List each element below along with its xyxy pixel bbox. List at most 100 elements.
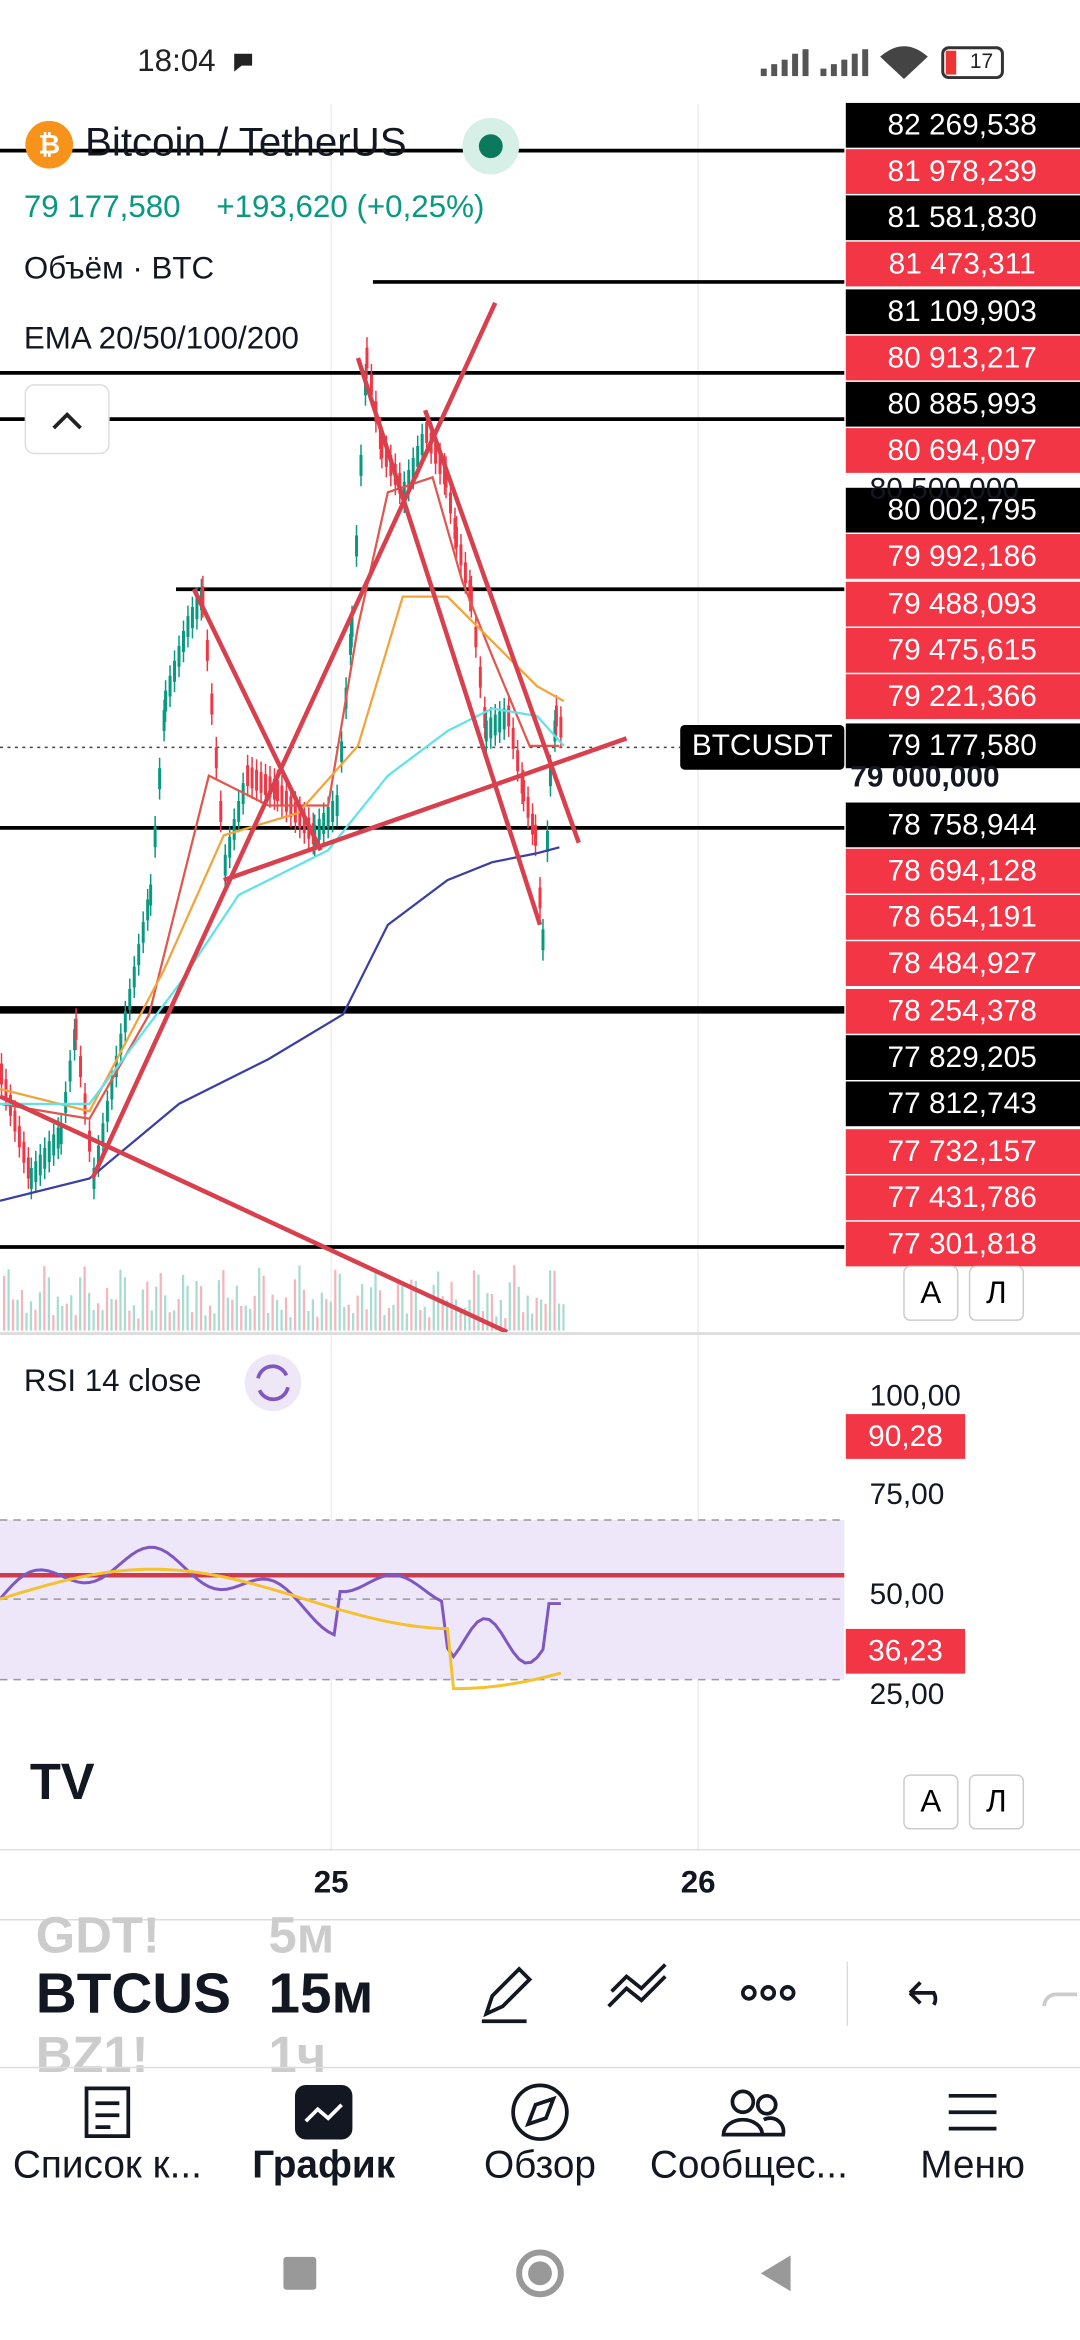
interval-option[interactable]: 1ч <box>269 2026 327 2083</box>
rsi-ma <box>0 1567 562 1691</box>
volume-bar <box>11 1299 15 1331</box>
volume-bar <box>513 1265 516 1331</box>
candle-body <box>268 776 272 798</box>
candle-body <box>173 660 177 682</box>
header-price: 79 177,580 <box>24 189 181 224</box>
price-tag <box>845 335 1080 381</box>
volume-bar <box>70 1295 73 1331</box>
price-tag-text: 79 221,366 <box>888 680 1037 713</box>
volume-bar <box>454 1299 458 1331</box>
rsi-refresh[interactable] <box>244 1354 302 1412</box>
candle-body <box>302 812 306 834</box>
candle-body <box>554 705 558 727</box>
price-tag <box>845 289 1080 335</box>
auto-button[interactable] <box>903 1265 959 1321</box>
volume-bar <box>43 1266 46 1331</box>
volume-bar <box>20 1289 24 1331</box>
trend-line <box>0 1094 509 1335</box>
rsi-layer <box>0 1545 562 1691</box>
candle-body <box>380 437 384 458</box>
candle-body <box>280 785 284 807</box>
ema-label: EMA 20/50/100/200 <box>24 320 299 355</box>
candle-body <box>340 741 344 763</box>
candle-body <box>38 1154 42 1176</box>
price-tag <box>845 895 1080 940</box>
candle-body <box>210 693 214 715</box>
price-tag-text: 77 431,786 <box>888 1181 1037 1214</box>
candle-body <box>219 801 223 822</box>
volume-bar <box>517 1286 520 1331</box>
symbol-option[interactable]: BZ1! <box>36 2026 149 2083</box>
nav-item[interactable]: Меню <box>920 2144 1025 2187</box>
refresh-icon <box>256 1364 290 1402</box>
volume-bar <box>352 1313 355 1331</box>
undo-icon[interactable] <box>908 1981 938 2006</box>
candle-body <box>469 586 473 608</box>
nav-item[interactable]: График <box>252 2144 395 2187</box>
price-tag <box>845 1175 1080 1221</box>
price-tag-text: 79 177,580 <box>888 729 1037 762</box>
nav-item[interactable]: Список к... <box>13 2144 202 2187</box>
log-button[interactable] <box>968 1265 1025 1321</box>
candle-body <box>335 795 339 816</box>
volume-bar <box>222 1269 225 1331</box>
price-tag <box>845 381 1080 427</box>
volume-bar <box>190 1312 194 1331</box>
rsi-tick: 50,00 <box>870 1578 945 1611</box>
price-tag-text: 79 992,186 <box>888 540 1037 573</box>
candle-body <box>255 769 259 791</box>
volume-bar <box>186 1285 189 1331</box>
ema-200 <box>0 846 560 1202</box>
candle-body <box>195 598 199 620</box>
auto-button[interactable] <box>903 1774 959 1830</box>
nav-item[interactable]: Обзор <box>484 2144 596 2187</box>
candle-body <box>553 720 557 742</box>
volume-bar <box>540 1299 543 1331</box>
nav-item[interactable]: Сообщес... <box>650 2144 848 2187</box>
more-icon[interactable] <box>741 1985 757 2001</box>
price-tag <box>845 149 1080 194</box>
candle-body <box>369 374 373 396</box>
volume-bar <box>548 1270 552 1331</box>
volume-bar <box>29 1301 33 1331</box>
volume-bar <box>553 1270 556 1331</box>
volume-bar <box>504 1318 507 1331</box>
volume-bar <box>110 1298 113 1331</box>
price-tag <box>845 1035 1080 1080</box>
candle-body <box>153 826 157 848</box>
ema-100 <box>0 707 565 1105</box>
candle-body <box>411 457 415 479</box>
candle-body <box>349 633 353 655</box>
candle-body <box>186 616 190 637</box>
candle-body <box>407 469 411 491</box>
symbol-option[interactable]: GDT! <box>36 1907 160 1964</box>
volume-bar <box>146 1281 149 1331</box>
candle-body <box>322 812 326 834</box>
symbol-selected[interactable]: BTCUS <box>36 1962 231 2025</box>
tools-icon[interactable] <box>607 1963 667 2008</box>
battery-level <box>945 50 957 75</box>
candle-body <box>463 562 467 584</box>
candle-body <box>359 454 363 476</box>
price-tag <box>845 627 1080 673</box>
candle-body <box>454 526 458 548</box>
draw-icon[interactable] <box>481 1966 533 2024</box>
log-button[interactable] <box>968 1774 1025 1830</box>
interval-selected[interactable]: 15м <box>269 1962 374 2025</box>
btc-icon <box>25 120 74 169</box>
collapse-button[interactable] <box>24 384 110 455</box>
rsi-tick: 75,00 <box>870 1478 945 1511</box>
price-tag <box>845 487 1080 533</box>
volume-bar <box>522 1312 525 1331</box>
home-button[interactable] <box>516 2249 564 2298</box>
candle-body <box>177 645 181 667</box>
interval-option[interactable]: 5м <box>269 1907 335 1964</box>
candle-body <box>26 1157 30 1179</box>
recents-button[interactable] <box>283 2256 317 2290</box>
redo-icon[interactable] <box>1042 1992 1078 2007</box>
back-button[interactable] <box>760 2255 791 2292</box>
candle-body <box>425 422 429 444</box>
volume-bar <box>262 1275 265 1331</box>
volume-bar <box>557 1303 561 1331</box>
